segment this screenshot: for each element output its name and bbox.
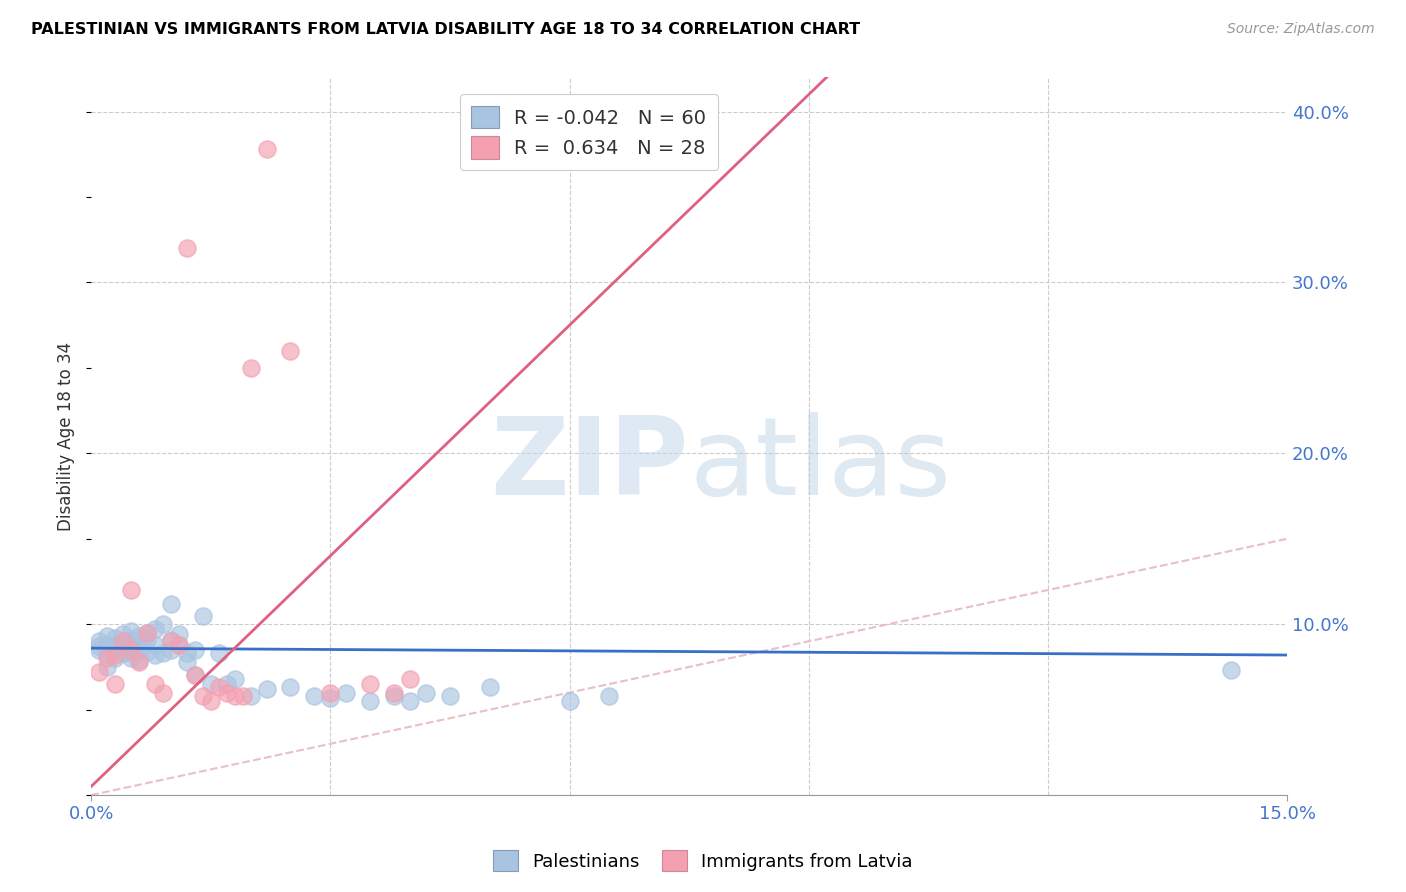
Point [160, 634, 183, 648]
Point [558, 694, 581, 708]
Point [382, 685, 405, 699]
Point [143, 623, 166, 637]
Point [120, 646, 142, 660]
Point [128, 638, 150, 652]
Point [399, 694, 422, 708]
Point [112, 627, 135, 641]
Point [239, 689, 262, 703]
Point [280, 343, 302, 358]
Point [96, 651, 118, 665]
Legend: Palestinians, Immigrants from Latvia: Palestinians, Immigrants from Latvia [486, 843, 920, 879]
Point [112, 646, 135, 660]
Point [120, 624, 142, 638]
Point [120, 643, 142, 657]
Point [160, 597, 183, 611]
Point [112, 634, 135, 648]
Text: PALESTINIAN VS IMMIGRANTS FROM LATVIA DISABILITY AGE 18 TO 34 CORRELATION CHART: PALESTINIAN VS IMMIGRANTS FROM LATVIA DI… [31, 22, 860, 37]
Point [208, 681, 231, 695]
Point [215, 677, 238, 691]
Point [89, 640, 111, 654]
Text: Source: ZipAtlas.com: Source: ZipAtlas.com [1227, 22, 1375, 37]
Point [152, 617, 174, 632]
Point [96, 629, 118, 643]
Point [104, 641, 127, 656]
Point [176, 646, 198, 660]
Point [112, 640, 135, 654]
Legend: R = -0.042   N = 60, R =  0.634   N = 28: R = -0.042 N = 60, R = 0.634 N = 28 [460, 95, 718, 170]
Point [319, 685, 342, 699]
Point [304, 689, 326, 703]
Point [120, 582, 142, 597]
Point [184, 668, 207, 682]
Point [104, 677, 127, 691]
Point [382, 689, 405, 703]
Point [256, 682, 278, 697]
Point [143, 648, 166, 662]
Point [239, 360, 262, 375]
Point [335, 685, 357, 699]
Point [128, 653, 150, 667]
Point [167, 638, 190, 652]
Point [96, 638, 118, 652]
Point [1220, 663, 1243, 677]
Point [128, 629, 150, 643]
Point [224, 672, 246, 686]
Point [104, 651, 127, 665]
Point [104, 631, 127, 645]
Point [319, 690, 342, 705]
Point [96, 648, 118, 662]
Point [176, 241, 198, 255]
Point [160, 632, 183, 647]
Point [224, 689, 246, 703]
Point [96, 660, 118, 674]
Point [143, 638, 166, 652]
Point [89, 643, 111, 657]
Point [136, 644, 159, 658]
Point [176, 655, 198, 669]
Point [280, 681, 302, 695]
Point [128, 655, 150, 669]
Point [120, 651, 142, 665]
Point [359, 677, 381, 691]
Point [191, 689, 214, 703]
Point [256, 142, 278, 156]
Point [160, 643, 183, 657]
Point [112, 634, 135, 648]
Point [143, 677, 166, 691]
Point [128, 643, 150, 657]
Point [598, 689, 620, 703]
Point [359, 694, 381, 708]
Text: atlas: atlas [689, 412, 950, 518]
Y-axis label: Disability Age 18 to 34: Disability Age 18 to 34 [58, 342, 75, 531]
Point [120, 632, 142, 647]
Point [104, 638, 127, 652]
Point [415, 685, 437, 699]
Point [104, 648, 127, 662]
Point [191, 608, 214, 623]
Point [439, 689, 461, 703]
Point [184, 643, 207, 657]
Point [167, 627, 190, 641]
Point [215, 685, 238, 699]
Point [152, 685, 174, 699]
Point [232, 689, 254, 703]
Point [89, 634, 111, 648]
Point [208, 646, 231, 660]
Text: ZIP: ZIP [491, 412, 689, 518]
Point [136, 632, 159, 647]
Point [136, 625, 159, 640]
Point [478, 681, 501, 695]
Point [184, 668, 207, 682]
Point [200, 694, 222, 708]
Point [136, 625, 159, 640]
Point [200, 677, 222, 691]
Point [399, 672, 422, 686]
Point [89, 665, 111, 679]
Point [167, 638, 190, 652]
Point [152, 646, 174, 660]
